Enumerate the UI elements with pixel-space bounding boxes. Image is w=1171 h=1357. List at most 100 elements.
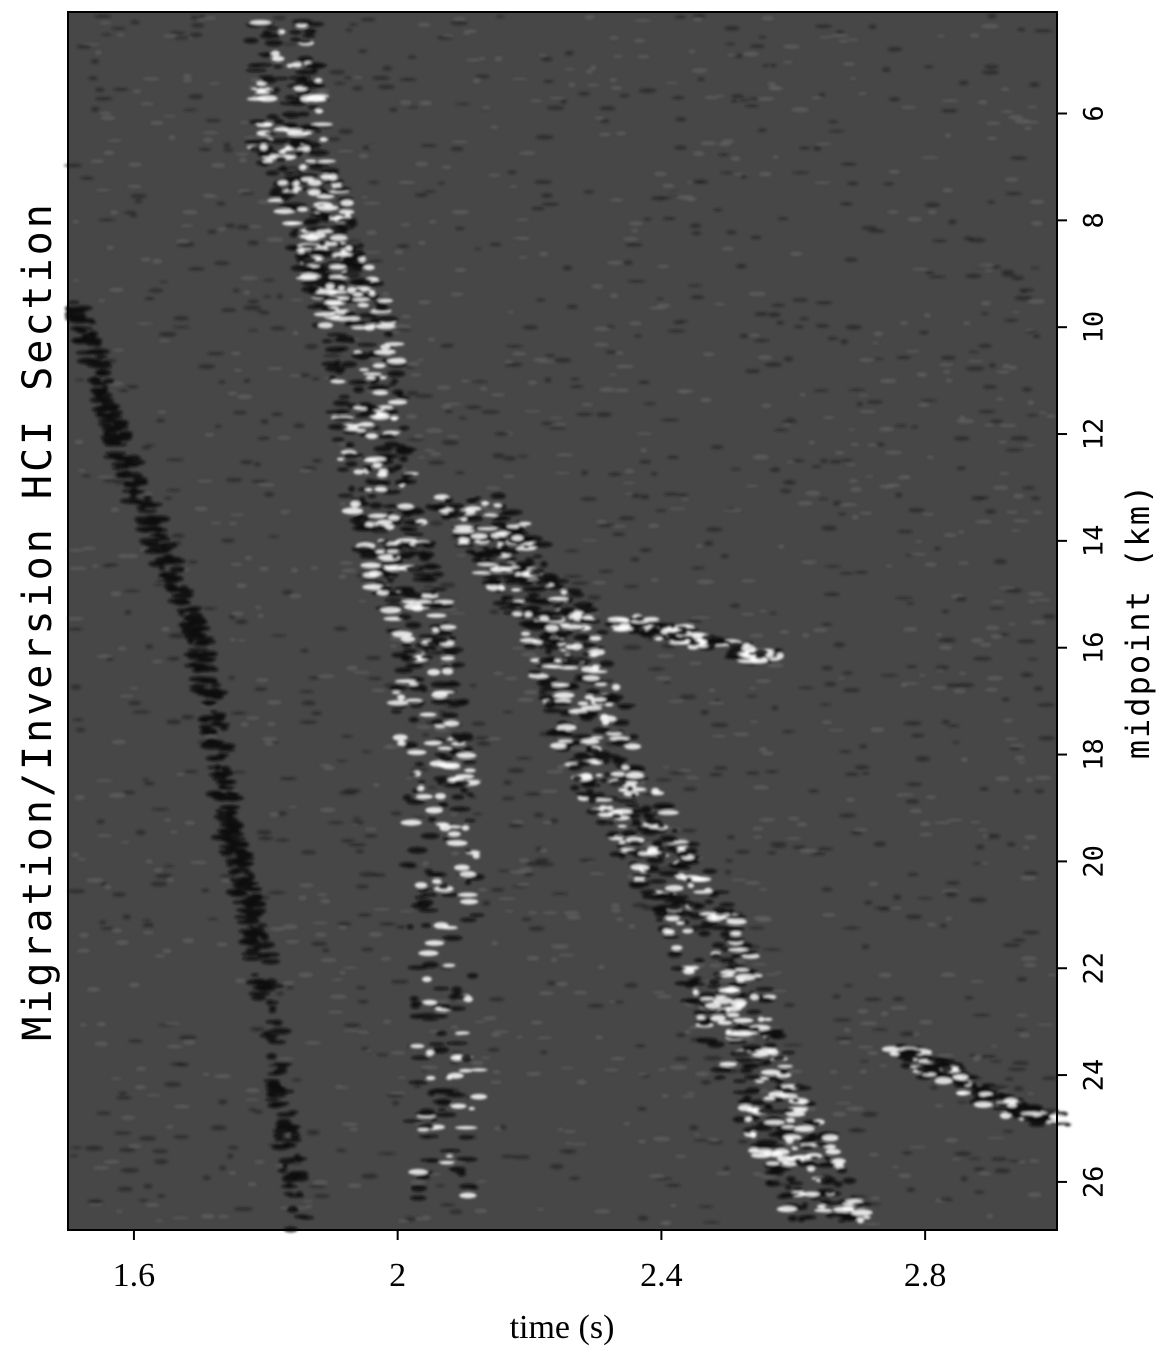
texture-streak — [253, 120, 266, 123]
texture-speck — [693, 151, 704, 156]
texture-speck — [1013, 494, 1024, 499]
texture-streak — [421, 893, 431, 897]
texture-speck — [954, 436, 969, 440]
texture-streak — [388, 400, 407, 405]
texture-speck — [163, 34, 177, 37]
texture-streak — [424, 741, 442, 746]
texture-streak — [731, 954, 740, 959]
texture-streak — [685, 877, 692, 883]
texture-streak — [181, 627, 195, 632]
texture-streak — [347, 317, 360, 321]
texture-speck — [451, 141, 468, 143]
texture-speck — [850, 443, 859, 446]
texture-speck — [966, 367, 984, 371]
texture-streak — [382, 433, 394, 437]
texture-speck — [934, 547, 940, 551]
texture-streak — [410, 1185, 427, 1192]
texture-streak — [758, 1017, 765, 1022]
texture-streak — [284, 171, 295, 175]
texture-streak — [431, 719, 443, 725]
texture-speck — [80, 177, 94, 180]
texture-speck — [921, 156, 939, 159]
texture-streak — [625, 781, 638, 785]
texture-streak — [302, 84, 320, 88]
texture-streak — [850, 1196, 859, 1200]
texture-streak — [769, 657, 780, 661]
texture-speck — [451, 851, 459, 855]
texture-speck — [164, 1082, 181, 1087]
texture-speck — [714, 699, 720, 702]
texture-streak — [587, 796, 597, 803]
texture-streak — [304, 29, 316, 35]
texture-speck — [606, 325, 615, 328]
texture-speck — [301, 649, 309, 652]
texture-speck — [551, 944, 569, 949]
texture-streak — [285, 95, 296, 100]
texture-streak — [665, 845, 676, 848]
texture-speck — [606, 351, 617, 354]
texture-speck — [755, 312, 768, 316]
texture-speck — [1005, 1077, 1014, 1080]
texture-streak — [246, 895, 262, 901]
texture-streak — [300, 96, 314, 102]
texture-streak — [267, 1093, 276, 1097]
texture-speck — [939, 645, 952, 650]
texture-streak — [408, 1081, 427, 1085]
texture-streak — [455, 544, 475, 548]
texture-speck — [303, 1200, 313, 1202]
texture-streak — [786, 1176, 795, 1182]
texture-speck — [505, 677, 518, 680]
texture-streak — [593, 727, 610, 733]
texture-speck — [369, 932, 383, 937]
texture-speck — [495, 432, 511, 435]
texture-streak — [452, 794, 464, 799]
texture-speck — [832, 1112, 846, 1117]
texture-speck — [361, 196, 368, 198]
texture-streak — [682, 929, 693, 934]
texture-speck — [436, 1000, 450, 1003]
texture-streak — [309, 287, 316, 291]
texture-speck — [824, 593, 840, 596]
texture-streak — [777, 1206, 797, 1212]
texture-speck — [731, 94, 743, 98]
texture-speck — [888, 47, 902, 51]
texture-speck — [862, 945, 870, 949]
texture-speck — [998, 441, 1007, 444]
texture-speck — [521, 652, 536, 656]
texture-streak — [473, 496, 481, 500]
texture-streak — [383, 545, 403, 550]
texture-streak — [391, 710, 402, 714]
texture-speck — [1030, 200, 1045, 204]
texture-speck — [616, 365, 634, 369]
texture-speck — [817, 847, 832, 850]
texture-streak — [541, 561, 548, 567]
texture-streak — [512, 535, 524, 540]
texture-speck — [318, 674, 335, 678]
texture-speck — [103, 151, 114, 155]
texture-speck — [822, 666, 833, 670]
texture-streak — [107, 443, 127, 446]
texture-speck — [250, 78, 259, 82]
texture-streak — [446, 1076, 452, 1080]
texture-streak — [609, 780, 627, 786]
texture-streak — [605, 703, 614, 706]
texture-speck — [584, 190, 594, 193]
texture-speck — [731, 879, 747, 881]
texture-speck — [882, 67, 890, 72]
texture-streak — [77, 358, 98, 365]
texture-speck — [353, 86, 363, 90]
texture-streak — [266, 1036, 276, 1042]
texture-speck — [838, 513, 845, 516]
texture-speck — [1008, 623, 1016, 625]
texture-speck — [455, 227, 464, 230]
texture-speck — [614, 1000, 625, 1003]
texture-speck — [254, 687, 267, 691]
texture-streak — [832, 1158, 846, 1164]
texture-streak — [612, 719, 629, 725]
texture-streak — [371, 525, 386, 530]
texture-streak — [382, 480, 391, 485]
texture-speck — [697, 580, 715, 585]
texture-speck — [661, 867, 669, 869]
texture-streak — [473, 853, 480, 858]
texture-speck — [76, 728, 85, 732]
